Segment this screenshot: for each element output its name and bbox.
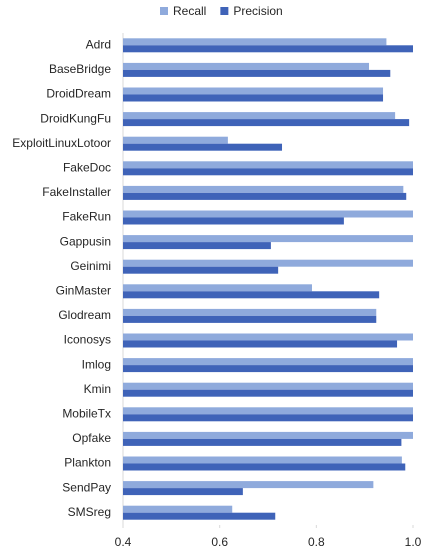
bar (123, 431, 413, 439)
y-tick-label: SendPay (62, 480, 111, 494)
bar (123, 488, 243, 496)
bar (123, 291, 380, 299)
bar (123, 365, 413, 373)
y-tick-label: Geinimi (70, 259, 111, 273)
bar (123, 259, 413, 267)
legend-swatch (220, 7, 229, 15)
bar (123, 407, 413, 415)
bar (123, 38, 387, 46)
y-tick-label: GinMaster (56, 283, 111, 297)
bar (123, 481, 374, 489)
x-tick-label: 0.6 (211, 535, 228, 549)
y-tick-label: Gappusin (60, 234, 111, 248)
bar (123, 242, 271, 250)
y-tick-label: Plankton (64, 456, 111, 470)
bar (123, 235, 413, 243)
y-tick-label: Glodream (58, 308, 111, 322)
y-tick-label: Adrd (86, 37, 111, 51)
bar (123, 382, 413, 390)
bar (123, 505, 233, 513)
x-tick-label: 1.0 (405, 535, 422, 549)
bar (123, 284, 312, 292)
y-tick-label: Iconosys (64, 333, 111, 347)
bar (123, 266, 279, 274)
bar (123, 456, 402, 464)
x-tick-label: 0.4 (115, 535, 132, 549)
bar (123, 315, 377, 323)
y-tick-label: Imlog (82, 357, 111, 371)
y-tick-label: Opfake (72, 431, 111, 445)
bar (123, 143, 283, 151)
bar (123, 308, 377, 316)
x-tick-label: 0.8 (308, 535, 325, 549)
bar (123, 463, 406, 471)
y-tick-label: ExploitLinuxLotoor (12, 136, 111, 150)
bar (123, 389, 413, 397)
bar (123, 414, 413, 422)
y-tick-label: MobileTx (62, 406, 111, 420)
bar (123, 119, 410, 127)
bar (123, 69, 391, 77)
bar (123, 438, 402, 446)
bar (123, 340, 398, 348)
y-tick-label: FakeRun (62, 210, 111, 224)
legend-label: Precision (233, 4, 282, 18)
bar (123, 112, 396, 120)
bar (123, 333, 413, 341)
bar (123, 185, 404, 193)
bar (123, 45, 413, 53)
bar (123, 358, 413, 366)
bar (123, 168, 413, 176)
legend-swatch (160, 7, 168, 15)
bar (123, 512, 276, 520)
bar (123, 210, 413, 218)
bar (123, 87, 384, 95)
y-tick-label: DroidKungFu (40, 111, 111, 125)
y-tick-label: FakeDoc (63, 160, 111, 174)
y-tick-label: SMSreg (68, 505, 111, 519)
bar (123, 161, 413, 169)
bar (123, 192, 407, 200)
y-tick-label: DroidDream (46, 87, 111, 101)
y-tick-label: FakeInstaller (42, 185, 111, 199)
bar (123, 136, 228, 144)
bar (123, 217, 344, 225)
legend-label: Recall (173, 4, 206, 18)
y-tick-label: Kmin (84, 382, 111, 396)
bar (123, 62, 370, 70)
y-tick-label: BaseBridge (49, 62, 111, 76)
bar (123, 94, 384, 102)
